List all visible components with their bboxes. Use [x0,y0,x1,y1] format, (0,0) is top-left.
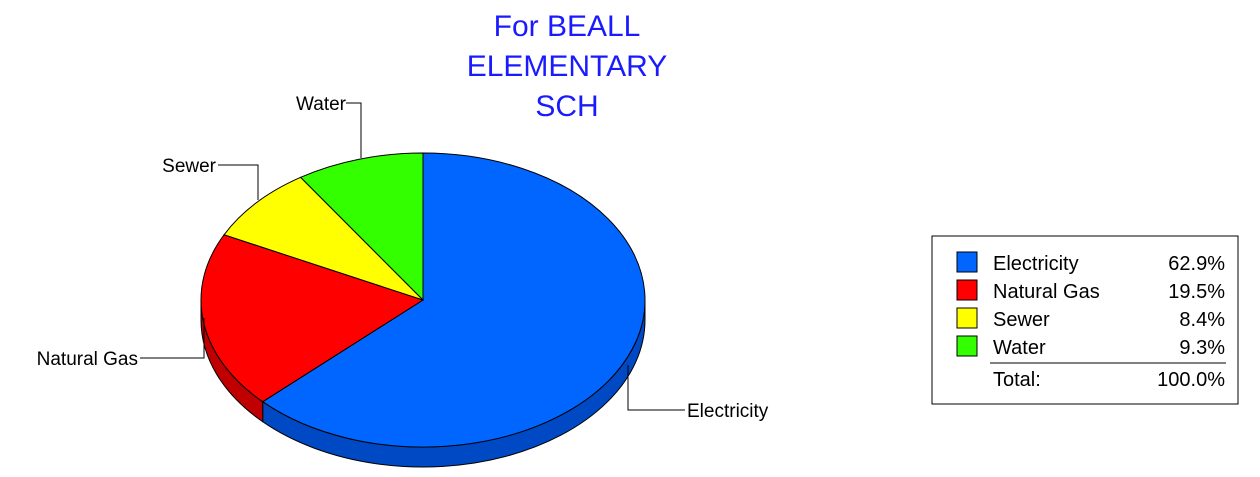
pie-slice-electricity [261,152,646,448]
chart-title-line-1: For BEALL [494,10,641,43]
pie-slices [200,152,646,448]
callout-label-water: Water [296,94,347,115]
legend-label-natural-gas: Natural Gas [993,281,1100,303]
legend-label-electricity: Electricity [993,253,1079,275]
callout-label-natural-gas: Natural Gas [37,349,138,370]
legend-box [931,235,1239,405]
chart-title-line-2: ELEMENTARY [467,50,668,83]
legend-swatch-electricity [956,251,978,273]
legend-pct-electricity: 62.9% [1168,253,1225,275]
pie-slice-water [299,152,424,302]
legend-label-sewer: Sewer [993,309,1050,331]
legend-total-label: Total: [993,369,1041,391]
legend-pct-sewer: 8.4% [1179,309,1225,331]
callout-line-natural-gas [140,318,205,359]
legend-swatch-water [956,335,978,357]
callout-line-electricity [627,365,685,411]
chart-title: For BEALL ELEMENTARY SCH [467,10,668,123]
legend-total-value: 100.0% [1157,369,1225,391]
legend-pct-natural-gas: 19.5% [1168,281,1225,303]
callout-line-sewer [218,164,259,200]
callout-lines [140,102,685,411]
legend-swatch-sewer [956,307,978,329]
chart-title-line-3: SCH [535,90,598,123]
callout-label-sewer: Sewer [162,156,217,177]
callout-line-water [346,102,362,158]
legend-label-water: Water [993,337,1046,359]
legend-swatch-natural-gas [956,279,978,301]
legend-pct-water: 9.3% [1179,337,1225,359]
pie-slice-sewer [223,176,424,301]
callout-label-electricity: Electricity [687,401,769,422]
legend: Electricity 62.9% Natural Gas 19.5% Sewe… [931,235,1239,405]
